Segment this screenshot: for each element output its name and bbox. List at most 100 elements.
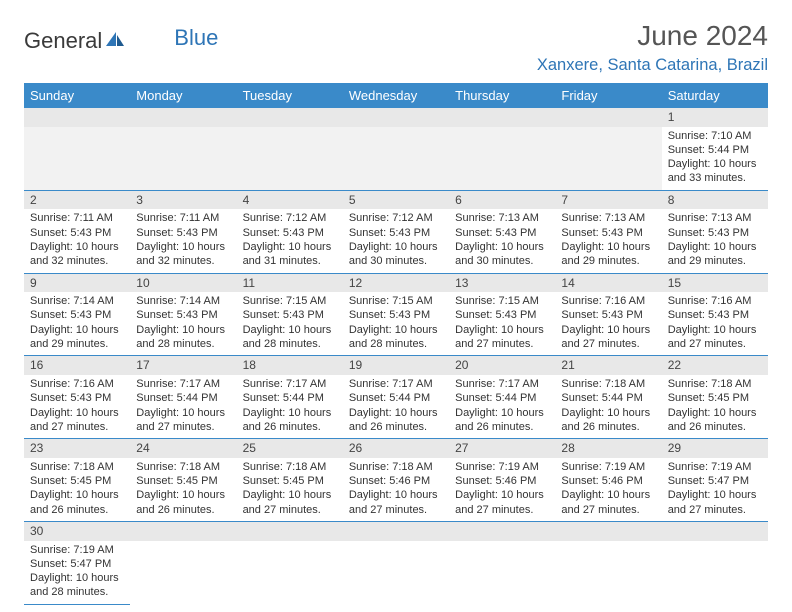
day-cell: 20Sunrise: 7:17 AMSunset: 5:44 PMDayligh… — [449, 356, 555, 439]
day-cell: 12Sunrise: 7:15 AMSunset: 5:43 PMDayligh… — [343, 273, 449, 356]
sunrise-text: Sunrise: 7:13 AM — [561, 211, 655, 225]
sunset-text: Sunset: 5:43 PM — [349, 308, 443, 322]
day-cell: 19Sunrise: 7:17 AMSunset: 5:44 PMDayligh… — [343, 356, 449, 439]
sunset-text: Sunset: 5:46 PM — [561, 474, 655, 488]
day-cell: 17Sunrise: 7:17 AMSunset: 5:44 PMDayligh… — [130, 356, 236, 439]
daylight-text: Daylight: 10 hours and 32 minutes. — [30, 240, 124, 269]
week-row: 23Sunrise: 7:18 AMSunset: 5:45 PMDayligh… — [24, 439, 768, 522]
sunrise-text: Sunrise: 7:14 AM — [136, 294, 230, 308]
day-content: Sunrise: 7:17 AMSunset: 5:44 PMDaylight:… — [237, 375, 343, 438]
day-number: 17 — [130, 356, 236, 375]
daylight-text: Daylight: 10 hours and 33 minutes. — [668, 157, 762, 186]
sunset-text: Sunset: 5:43 PM — [30, 391, 124, 405]
daylight-text: Daylight: 10 hours and 28 minutes. — [136, 323, 230, 352]
day-cell: 18Sunrise: 7:17 AMSunset: 5:44 PMDayligh… — [237, 356, 343, 439]
day-cell — [343, 521, 449, 604]
day-number: 27 — [449, 439, 555, 458]
day-number: 19 — [343, 356, 449, 375]
day-content: Sunrise: 7:18 AMSunset: 5:45 PMDaylight:… — [24, 458, 130, 521]
day-cell — [343, 108, 449, 190]
day-number: 4 — [237, 191, 343, 210]
day-cell: 9Sunrise: 7:14 AMSunset: 5:43 PMDaylight… — [24, 273, 130, 356]
page-header: General Blue June 2024 Xanxere, Santa Ca… — [24, 20, 768, 75]
logo-text-1: General — [24, 28, 102, 54]
day-number: 30 — [24, 522, 130, 541]
daylight-text: Daylight: 10 hours and 26 minutes. — [561, 406, 655, 435]
day-number: 20 — [449, 356, 555, 375]
sunset-text: Sunset: 5:43 PM — [30, 308, 124, 322]
day-cell — [555, 108, 661, 190]
day-number: 6 — [449, 191, 555, 210]
day-number: 12 — [343, 274, 449, 293]
logo-text-2: Blue — [174, 25, 218, 51]
sunrise-text: Sunrise: 7:18 AM — [349, 460, 443, 474]
sunrise-text: Sunrise: 7:17 AM — [455, 377, 549, 391]
day-cell: 25Sunrise: 7:18 AMSunset: 5:45 PMDayligh… — [237, 439, 343, 522]
day-number: 9 — [24, 274, 130, 293]
day-cell: 1Sunrise: 7:10 AMSunset: 5:44 PMDaylight… — [662, 108, 768, 190]
sunrise-text: Sunrise: 7:12 AM — [243, 211, 337, 225]
calendar-table: SundayMondayTuesdayWednesdayThursdayFrid… — [24, 83, 768, 605]
daylight-text: Daylight: 10 hours and 29 minutes. — [668, 240, 762, 269]
day-content: Sunrise: 7:14 AMSunset: 5:43 PMDaylight:… — [130, 292, 236, 355]
day-content: Sunrise: 7:14 AMSunset: 5:43 PMDaylight:… — [24, 292, 130, 355]
sunrise-text: Sunrise: 7:10 AM — [668, 129, 762, 143]
day-number: 24 — [130, 439, 236, 458]
sunset-text: Sunset: 5:47 PM — [30, 557, 124, 571]
day-number: 3 — [130, 191, 236, 210]
day-cell — [449, 108, 555, 190]
sunset-text: Sunset: 5:44 PM — [455, 391, 549, 405]
daylight-text: Daylight: 10 hours and 26 minutes. — [455, 406, 549, 435]
day-content: Sunrise: 7:16 AMSunset: 5:43 PMDaylight:… — [24, 375, 130, 438]
daylight-text: Daylight: 10 hours and 27 minutes. — [136, 406, 230, 435]
day-cell: 10Sunrise: 7:14 AMSunset: 5:43 PMDayligh… — [130, 273, 236, 356]
day-content: Sunrise: 7:15 AMSunset: 5:43 PMDaylight:… — [343, 292, 449, 355]
day-cell — [130, 108, 236, 190]
day-header: Tuesday — [237, 83, 343, 108]
day-number: 11 — [237, 274, 343, 293]
day-cell: 3Sunrise: 7:11 AMSunset: 5:43 PMDaylight… — [130, 190, 236, 273]
daylight-text: Daylight: 10 hours and 27 minutes. — [561, 323, 655, 352]
day-content: Sunrise: 7:12 AMSunset: 5:43 PMDaylight:… — [237, 209, 343, 272]
daylight-text: Daylight: 10 hours and 29 minutes. — [561, 240, 655, 269]
sunset-text: Sunset: 5:43 PM — [349, 226, 443, 240]
day-content: Sunrise: 7:13 AMSunset: 5:43 PMDaylight:… — [449, 209, 555, 272]
day-cell: 16Sunrise: 7:16 AMSunset: 5:43 PMDayligh… — [24, 356, 130, 439]
daylight-text: Daylight: 10 hours and 26 minutes. — [349, 406, 443, 435]
day-cell: 28Sunrise: 7:19 AMSunset: 5:46 PMDayligh… — [555, 439, 661, 522]
sunset-text: Sunset: 5:45 PM — [668, 391, 762, 405]
day-number: 26 — [343, 439, 449, 458]
day-cell: 5Sunrise: 7:12 AMSunset: 5:43 PMDaylight… — [343, 190, 449, 273]
day-content: Sunrise: 7:19 AMSunset: 5:46 PMDaylight:… — [449, 458, 555, 521]
sunset-text: Sunset: 5:43 PM — [668, 226, 762, 240]
day-content: Sunrise: 7:18 AMSunset: 5:46 PMDaylight:… — [343, 458, 449, 521]
daylight-text: Daylight: 10 hours and 26 minutes. — [243, 406, 337, 435]
day-content: Sunrise: 7:17 AMSunset: 5:44 PMDaylight:… — [449, 375, 555, 438]
sunset-text: Sunset: 5:44 PM — [668, 143, 762, 157]
day-header: Thursday — [449, 83, 555, 108]
daylight-text: Daylight: 10 hours and 28 minutes. — [349, 323, 443, 352]
sunrise-text: Sunrise: 7:13 AM — [668, 211, 762, 225]
daylight-text: Daylight: 10 hours and 27 minutes. — [30, 406, 124, 435]
day-number: 15 — [662, 274, 768, 293]
sunrise-text: Sunrise: 7:19 AM — [455, 460, 549, 474]
logo: General Blue — [24, 28, 218, 54]
day-header: Sunday — [24, 83, 130, 108]
daylight-text: Daylight: 10 hours and 27 minutes. — [243, 488, 337, 517]
day-content: Sunrise: 7:18 AMSunset: 5:45 PMDaylight:… — [130, 458, 236, 521]
day-number: 21 — [555, 356, 661, 375]
day-cell — [237, 108, 343, 190]
sunset-text: Sunset: 5:45 PM — [136, 474, 230, 488]
day-content: Sunrise: 7:19 AMSunset: 5:47 PMDaylight:… — [662, 458, 768, 521]
location: Xanxere, Santa Catarina, Brazil — [537, 56, 768, 75]
day-header: Monday — [130, 83, 236, 108]
day-content: Sunrise: 7:19 AMSunset: 5:46 PMDaylight:… — [555, 458, 661, 521]
day-content: Sunrise: 7:15 AMSunset: 5:43 PMDaylight:… — [237, 292, 343, 355]
day-number: 7 — [555, 191, 661, 210]
week-row: 30Sunrise: 7:19 AMSunset: 5:47 PMDayligh… — [24, 521, 768, 604]
day-number: 10 — [130, 274, 236, 293]
sunrise-text: Sunrise: 7:17 AM — [349, 377, 443, 391]
sunrise-text: Sunrise: 7:18 AM — [136, 460, 230, 474]
sunrise-text: Sunrise: 7:15 AM — [455, 294, 549, 308]
daylight-text: Daylight: 10 hours and 27 minutes. — [455, 323, 549, 352]
